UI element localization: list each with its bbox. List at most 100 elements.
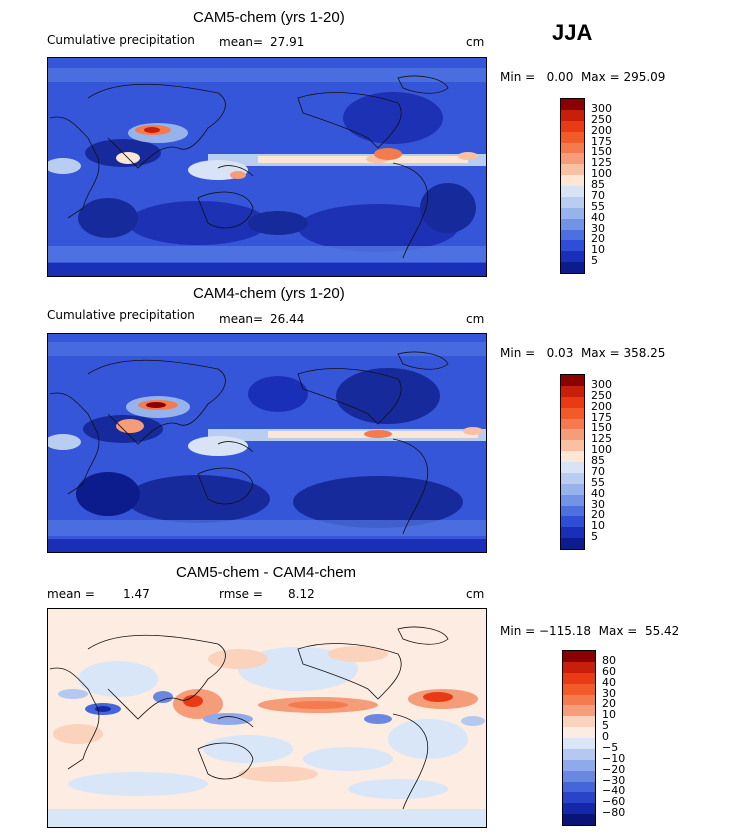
panel3-map	[47, 608, 487, 828]
colorbar-tick-label: 175	[591, 410, 612, 424]
panel3-range: Min = −115.18 Max = 55.42	[500, 624, 680, 638]
panel3-title: CAM5-chem - CAM4-chem	[176, 564, 357, 581]
colorbar-swatch	[563, 748, 595, 760]
colorbar-swatch	[563, 705, 595, 717]
colorbar-swatch	[561, 385, 584, 397]
colorbar-swatch	[561, 164, 584, 176]
colorbar-swatch	[561, 462, 584, 473]
colorbar-swatch	[563, 651, 595, 662]
colorbar-tick-label: 30	[602, 686, 616, 700]
panel2-range: Min = 0.03 Max = 358.25	[500, 346, 666, 360]
colorbar-tick-label: 20	[591, 508, 605, 522]
colorbar-tick-label: 55	[591, 199, 605, 213]
panel1-range: Min = 0.00 Max = 295.09	[500, 70, 666, 84]
colorbar-swatch	[561, 142, 584, 154]
colorbar-swatch	[561, 472, 584, 484]
panel3-colorbar	[562, 650, 596, 826]
panel3-units: cm	[466, 587, 485, 601]
colorbar-swatch	[561, 175, 584, 186]
colorbar-swatch	[561, 99, 584, 110]
colorbar-swatch	[561, 262, 584, 273]
panel3-mean-label: mean =	[47, 587, 95, 601]
panel2-subtitle: Cumulative precipitation	[47, 308, 195, 322]
colorbar-tick-label: −20	[602, 762, 626, 776]
colorbar-tick-label: 5	[591, 254, 598, 268]
colorbar-swatch	[561, 418, 584, 430]
panel1-subtitle: Cumulative precipitation	[47, 33, 195, 47]
panel3-mean-value: 1.47	[123, 587, 150, 601]
colorbar-swatch	[561, 196, 584, 208]
colorbar-tick-label: 10	[591, 519, 605, 533]
colorbar-tick-label: 100	[591, 443, 612, 457]
colorbar-swatch	[561, 153, 584, 165]
colorbar-tick-label: −60	[602, 795, 626, 809]
colorbar-tick-label: 125	[591, 156, 612, 170]
colorbar-tick-label: −80	[602, 806, 626, 820]
colorbar-swatch	[561, 131, 584, 143]
panel2-units: cm	[466, 312, 485, 326]
colorbar-tick-label: −10	[602, 751, 626, 765]
colorbar-swatch	[563, 770, 595, 782]
panel2-mean-value: 26.44	[270, 312, 305, 326]
colorbar-tick-label: 20	[591, 232, 605, 246]
colorbar-tick-label: 300	[591, 377, 612, 391]
colorbar-tick-label: 10	[591, 243, 605, 257]
panel2-title: CAM4-chem (yrs 1-20)	[193, 285, 345, 302]
panel1-title: CAM5-chem (yrs 1-20)	[193, 9, 345, 26]
colorbar-tick-label: 200	[591, 123, 612, 137]
colorbar-tick-label: 60	[602, 664, 616, 678]
colorbar-swatch	[563, 683, 595, 695]
colorbar-tick-label: −5	[602, 740, 619, 754]
colorbar-tick-label: 30	[591, 497, 605, 511]
colorbar-swatch	[561, 516, 584, 528]
colorbar-swatch	[561, 207, 584, 219]
colorbar-tick-label: 200	[591, 399, 612, 413]
colorbar-swatch	[561, 440, 584, 452]
colorbar-tick-label: 150	[591, 145, 612, 159]
colorbar-tick-label: 150	[591, 421, 612, 435]
colorbar-tick-label: 40	[591, 486, 605, 500]
panel1-mean-value: 27.91	[270, 35, 305, 49]
colorbar-swatch	[563, 672, 595, 684]
colorbar-swatch	[563, 694, 595, 706]
colorbar-swatch	[563, 716, 595, 728]
colorbar-swatch	[561, 429, 584, 441]
colorbar-tick-label: 70	[591, 188, 605, 202]
colorbar-swatch	[561, 186, 584, 197]
colorbar-tick-label: 55	[591, 475, 605, 489]
colorbar-tick-label: 85	[591, 454, 605, 467]
colorbar-tick-label: −30	[602, 773, 626, 787]
colorbar-swatch	[563, 803, 595, 815]
panel1-map	[47, 57, 487, 277]
colorbar-swatch	[561, 407, 584, 419]
panel2-map	[47, 333, 487, 553]
colorbar-tick-label: 250	[591, 388, 612, 402]
colorbar-swatch	[563, 759, 595, 771]
colorbar-tick-label: 0	[602, 730, 609, 743]
colorbar-tick-label: −40	[602, 784, 626, 798]
colorbar-tick-label: 70	[591, 464, 605, 478]
colorbar-tick-label: 100	[591, 167, 612, 181]
colorbar-tick-label: 40	[591, 210, 605, 224]
colorbar-swatch	[561, 109, 584, 121]
colorbar-swatch	[563, 661, 595, 673]
colorbar-tick-label: 250	[591, 112, 612, 126]
colorbar-tick-label: 85	[591, 178, 605, 191]
colorbar-swatch	[563, 738, 595, 749]
panel1-colorbar	[560, 98, 585, 274]
colorbar-swatch	[561, 218, 584, 230]
colorbar-tick-label: 20	[602, 697, 616, 711]
colorbar-tick-label: 5	[602, 719, 609, 733]
colorbar-swatch	[561, 396, 584, 408]
colorbar-tick-label: 125	[591, 432, 612, 446]
season-label: JJA	[552, 20, 593, 45]
colorbar-swatch	[561, 527, 584, 539]
colorbar-swatch	[561, 538, 584, 549]
colorbar-swatch	[561, 375, 584, 386]
colorbar-swatch	[561, 251, 584, 263]
panel1-units: cm	[466, 35, 485, 49]
colorbar-swatch	[561, 240, 584, 252]
colorbar-swatch	[563, 727, 595, 738]
colorbar-swatch	[563, 792, 595, 804]
colorbar-tick-label: 80	[602, 653, 616, 667]
